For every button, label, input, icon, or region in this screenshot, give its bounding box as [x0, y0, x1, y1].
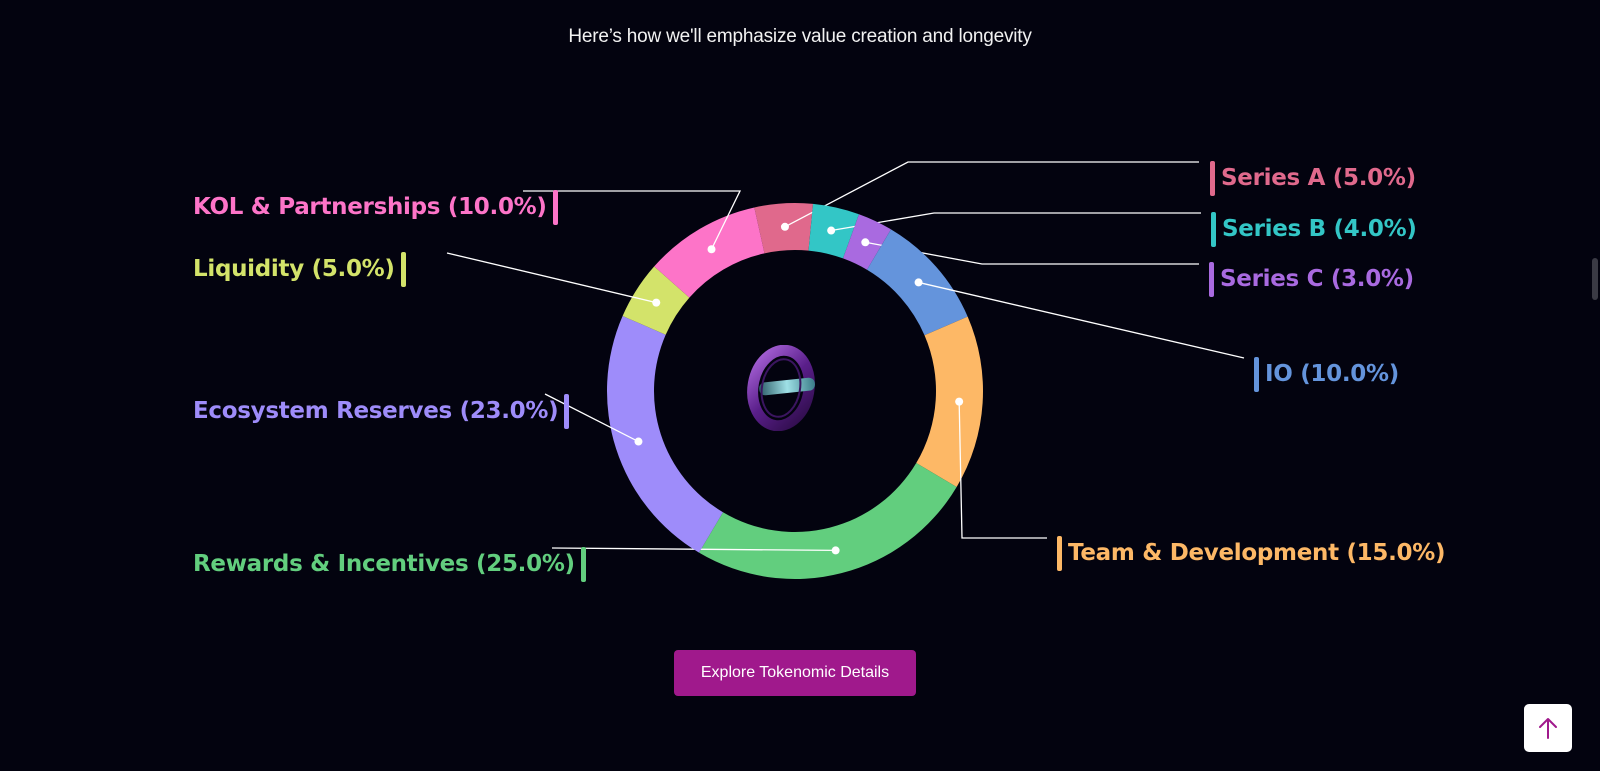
legend-team-development: Team & Development (15.0%) — [1057, 536, 1445, 571]
legend-kol-partnerships: KOL & Partnerships (10.0%) — [193, 190, 558, 225]
legend-label: IO (10.0%) — [1265, 361, 1399, 387]
leader-line — [784, 161, 1199, 228]
legend-series-b: Series B (4.0%) — [1211, 212, 1417, 247]
legend-color-mark — [1210, 161, 1215, 196]
legend-liquidity: Liquidity (5.0%) — [193, 252, 406, 287]
leader-dot — [707, 245, 716, 254]
legend-series-c: Series C (3.0%) — [1209, 262, 1414, 297]
legend-color-mark — [400, 252, 406, 287]
legend-label: Rewards & Incentives (25.0%) — [193, 551, 575, 577]
scrollbar-thumb[interactable] — [1592, 258, 1598, 300]
leader-dot — [652, 298, 661, 307]
legend-color-mark — [552, 190, 558, 225]
legend-io: IO (10.0%) — [1254, 357, 1399, 392]
donut-segment-team-development — [916, 316, 983, 487]
leader-line — [544, 393, 639, 443]
legend-rewards-incentives: Rewards & Incentives (25.0%) — [193, 547, 586, 582]
legend-label: KOL & Partnerships (10.0%) — [193, 194, 547, 220]
legend-color-mark — [580, 547, 586, 582]
legend-label: Series C (3.0%) — [1220, 266, 1414, 292]
explore-tokenomics-button[interactable]: Explore Tokenomic Details — [674, 650, 916, 696]
leader-line — [523, 190, 742, 250]
scrollbar-track[interactable] — [1590, 0, 1600, 771]
legend-label: Team & Development (15.0%) — [1068, 540, 1446, 566]
leader-dot — [827, 226, 836, 235]
leader-line — [918, 281, 1245, 359]
legend-series-a: Series A (5.0%) — [1210, 161, 1416, 196]
legend-color-mark — [1057, 536, 1062, 571]
donut-segment-ecosystem-reserves — [606, 316, 724, 553]
legend-color-mark — [1254, 357, 1259, 392]
leader-dot — [861, 238, 870, 247]
arrow-up-icon — [1539, 718, 1557, 739]
legend-color-mark — [564, 394, 570, 429]
legend-color-mark — [1211, 212, 1216, 247]
leader-line — [446, 252, 657, 304]
legend-label: Series B (4.0%) — [1222, 216, 1417, 242]
leader-line — [958, 401, 1047, 539]
leader-dot — [831, 546, 840, 555]
donut-segment-rewards-incentives — [699, 462, 957, 579]
leader-dot — [955, 397, 964, 406]
scroll-to-top-button[interactable] — [1524, 704, 1572, 752]
legend-color-mark — [1209, 262, 1214, 297]
token-ring-icon — [747, 345, 815, 431]
legend-label: Liquidity (5.0%) — [193, 256, 395, 282]
legend-label: Series A (5.0%) — [1221, 165, 1416, 191]
section-subtitle: Here’s how we'll emphasize value creatio… — [568, 26, 1032, 47]
leader-dot — [780, 222, 789, 231]
leader-dot — [914, 278, 923, 287]
legend-label: Ecosystem Reserves (23.0%) — [193, 398, 559, 424]
legend-ecosystem-reserves: Ecosystem Reserves (23.0%) — [193, 394, 570, 429]
leader-dot — [634, 437, 643, 446]
